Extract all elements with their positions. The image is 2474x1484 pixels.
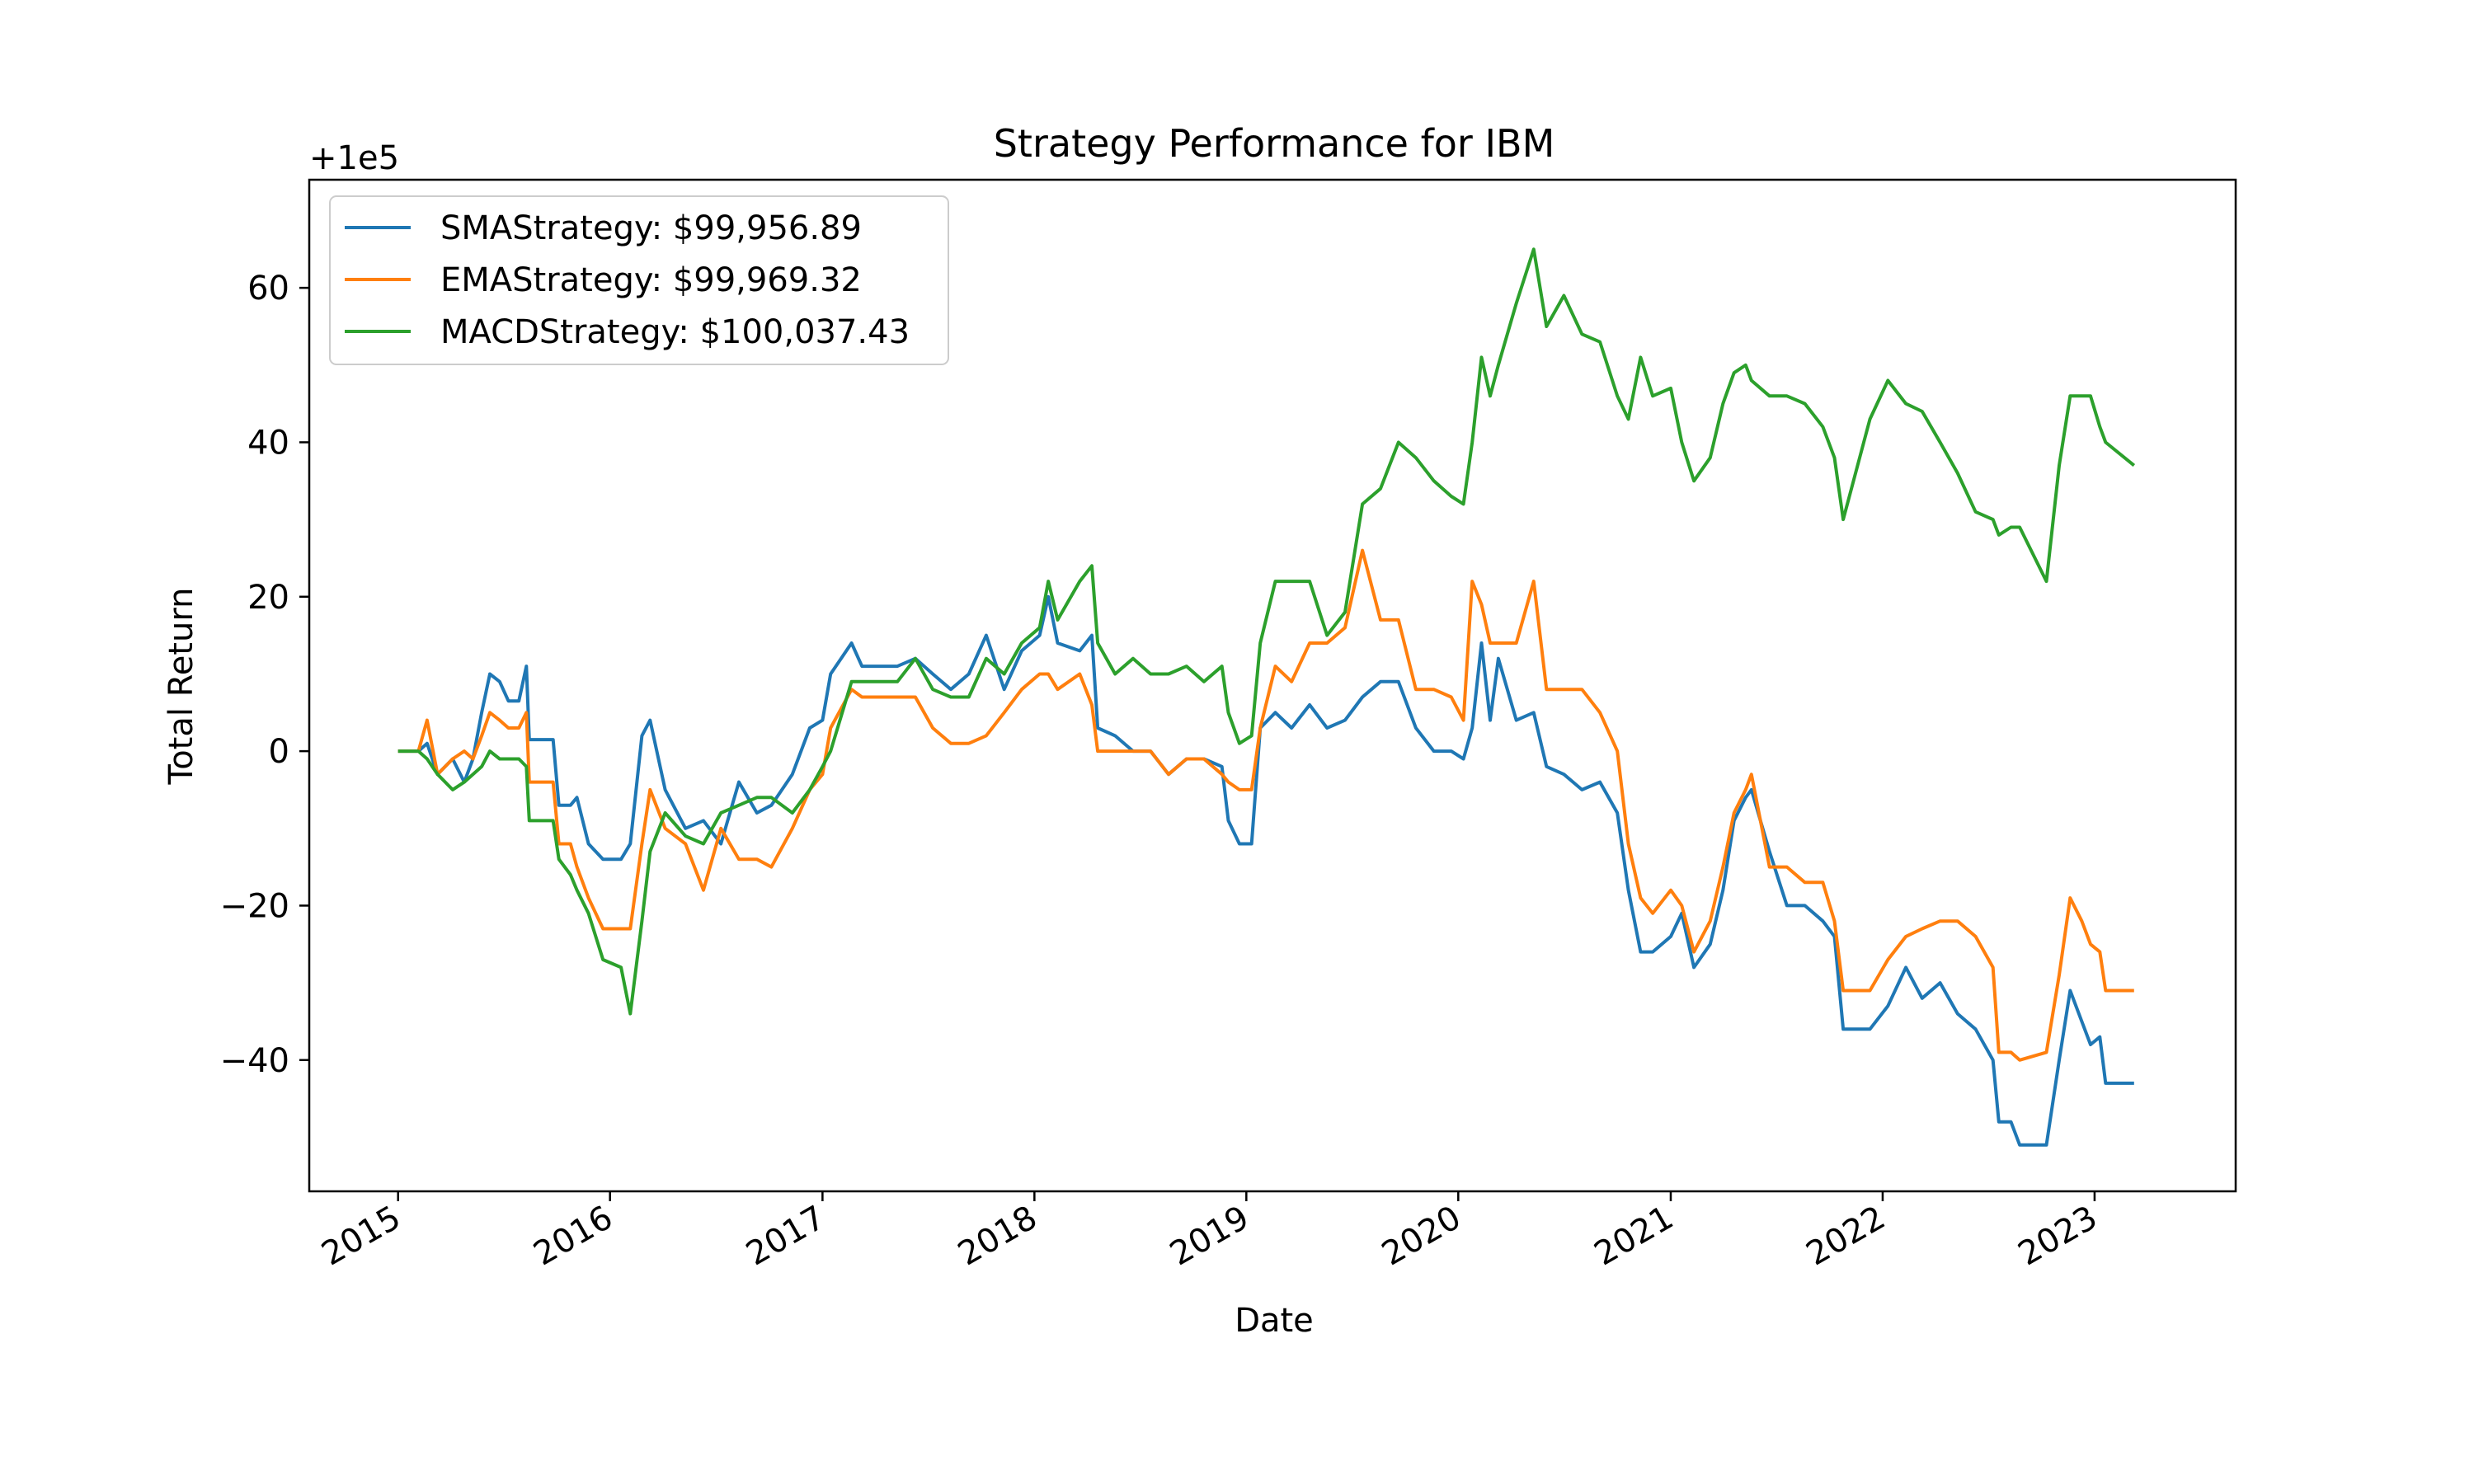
legend-label: EMAStrategy: $99,969.32 — [440, 261, 862, 299]
series-line-0 — [397, 594, 2134, 1147]
y-tick-label: 0 — [269, 733, 289, 771]
chart-title: Strategy Performance for IBM — [994, 121, 1555, 166]
series-layer — [397, 247, 2136, 1147]
y-axis: −40 −20 0 20 40 60 — [220, 270, 309, 1080]
y-axis-label: Total Return — [162, 588, 200, 786]
legend: SMAStrategy: $99,956.89 EMAStrategy: $99,… — [329, 195, 949, 365]
y-tick-label: −40 — [220, 1042, 289, 1080]
legend-box — [329, 195, 949, 365]
legend-label: SMAStrategy: $99,956.89 — [440, 209, 862, 247]
y-tick-label: 20 — [247, 579, 289, 617]
legend-label: MACDStrategy: $100,037.43 — [440, 313, 910, 351]
y-tick-label: −20 — [220, 887, 289, 925]
x-axis-label: Date — [1235, 1302, 1314, 1340]
plot-frame — [308, 178, 2237, 1193]
series-line-1 — [397, 548, 2134, 1062]
y-tick-label: 40 — [247, 424, 289, 462]
y-offset-label: +1e5 — [309, 139, 399, 177]
y-tick-label: 60 — [247, 270, 289, 308]
series-line-2 — [397, 247, 2136, 1016]
